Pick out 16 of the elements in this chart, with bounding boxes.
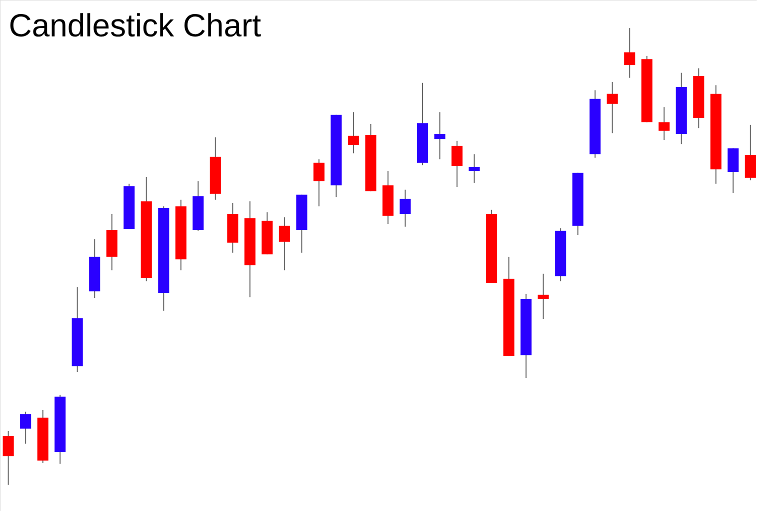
candlestick — [658, 106, 670, 140]
candlestick — [20, 411, 32, 444]
candlestick — [744, 124, 756, 181]
candlestick — [452, 140, 463, 188]
candlestick — [728, 148, 739, 194]
candlestick — [313, 158, 324, 207]
candlestick — [400, 189, 411, 228]
candlestick — [468, 154, 480, 184]
candlestick — [2, 430, 14, 486]
candlestick — [434, 112, 446, 160]
candlestick — [606, 81, 618, 134]
candlestick — [624, 27, 636, 78]
candlestick — [348, 112, 360, 154]
candlestick — [538, 273, 549, 320]
candlestick — [278, 216, 290, 271]
chart-title: Candlestick Chart — [10, 13, 261, 37]
